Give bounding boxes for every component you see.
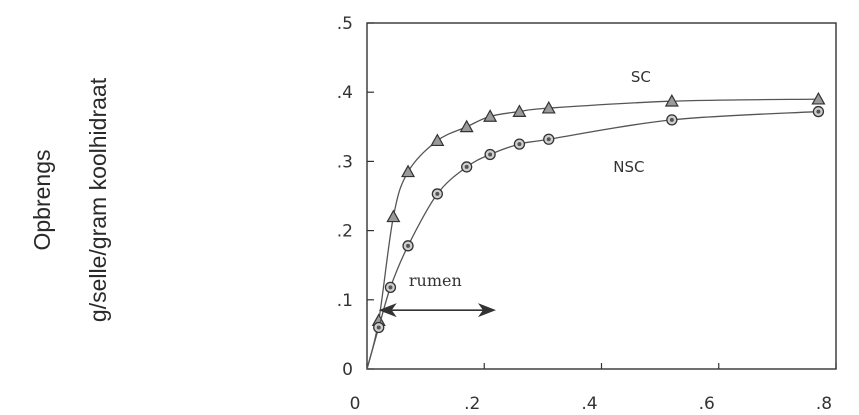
data-point-sc bbox=[401, 164, 416, 178]
x-axis: 0 .2 .4 .6 .8 bbox=[350, 363, 837, 414]
rumen-arrow-head-left bbox=[378, 303, 397, 318]
data-point-nsc-center bbox=[435, 191, 440, 196]
x-tick-label: .6 bbox=[699, 394, 715, 414]
rumen-arrow-head-right bbox=[477, 303, 496, 318]
y-tick-label: .1 bbox=[337, 291, 353, 311]
data-point-sc bbox=[483, 109, 498, 122]
x-tick-label: .4 bbox=[581, 394, 597, 414]
series-line-nsc bbox=[366, 110, 819, 370]
series-label-nsc: NSC bbox=[613, 158, 644, 176]
data-point-sc bbox=[512, 104, 527, 117]
data-point-nsc-center bbox=[669, 117, 674, 122]
data-point-sc bbox=[386, 209, 401, 223]
x-tick-label: 0 bbox=[350, 394, 361, 414]
data-point-nsc-center bbox=[816, 109, 821, 114]
annotation-layer: rumen bbox=[378, 271, 496, 318]
data-point-nsc-center bbox=[406, 243, 411, 248]
rumen-label: rumen bbox=[409, 271, 462, 290]
data-point-sc bbox=[811, 91, 826, 105]
series-line-sc bbox=[366, 98, 819, 370]
y-axis: 0 .1 .2 .3 .4 .5 bbox=[337, 14, 374, 380]
y-tick-label: .4 bbox=[337, 83, 353, 103]
x-tick-label: .8 bbox=[816, 394, 832, 414]
data-point-nsc-center bbox=[488, 152, 493, 157]
y-tick-label: 0 bbox=[342, 360, 353, 380]
y-axis-label-line-1: Opbrengs bbox=[29, 149, 55, 250]
data-point-sc bbox=[459, 119, 474, 133]
series-label-sc: SC bbox=[631, 68, 651, 86]
data-point-sc bbox=[664, 93, 679, 107]
series-layer: SC NSC bbox=[366, 68, 826, 370]
y-tick-label: .5 bbox=[337, 14, 353, 34]
data-point-nsc-center bbox=[376, 325, 381, 330]
y-axis-label-line-2: g/selle/gram koolhidraat bbox=[85, 77, 111, 322]
data-point-nsc-center bbox=[517, 142, 522, 147]
x-tick-label: .2 bbox=[464, 394, 480, 414]
data-point-sc bbox=[541, 100, 556, 114]
data-point-nsc-center bbox=[464, 164, 469, 169]
y-tick-label: .3 bbox=[337, 152, 353, 172]
data-point-nsc-center bbox=[546, 137, 551, 142]
data-point-nsc-center bbox=[388, 285, 393, 290]
y-tick-label: .2 bbox=[337, 222, 353, 242]
data-point-sc bbox=[430, 133, 445, 147]
